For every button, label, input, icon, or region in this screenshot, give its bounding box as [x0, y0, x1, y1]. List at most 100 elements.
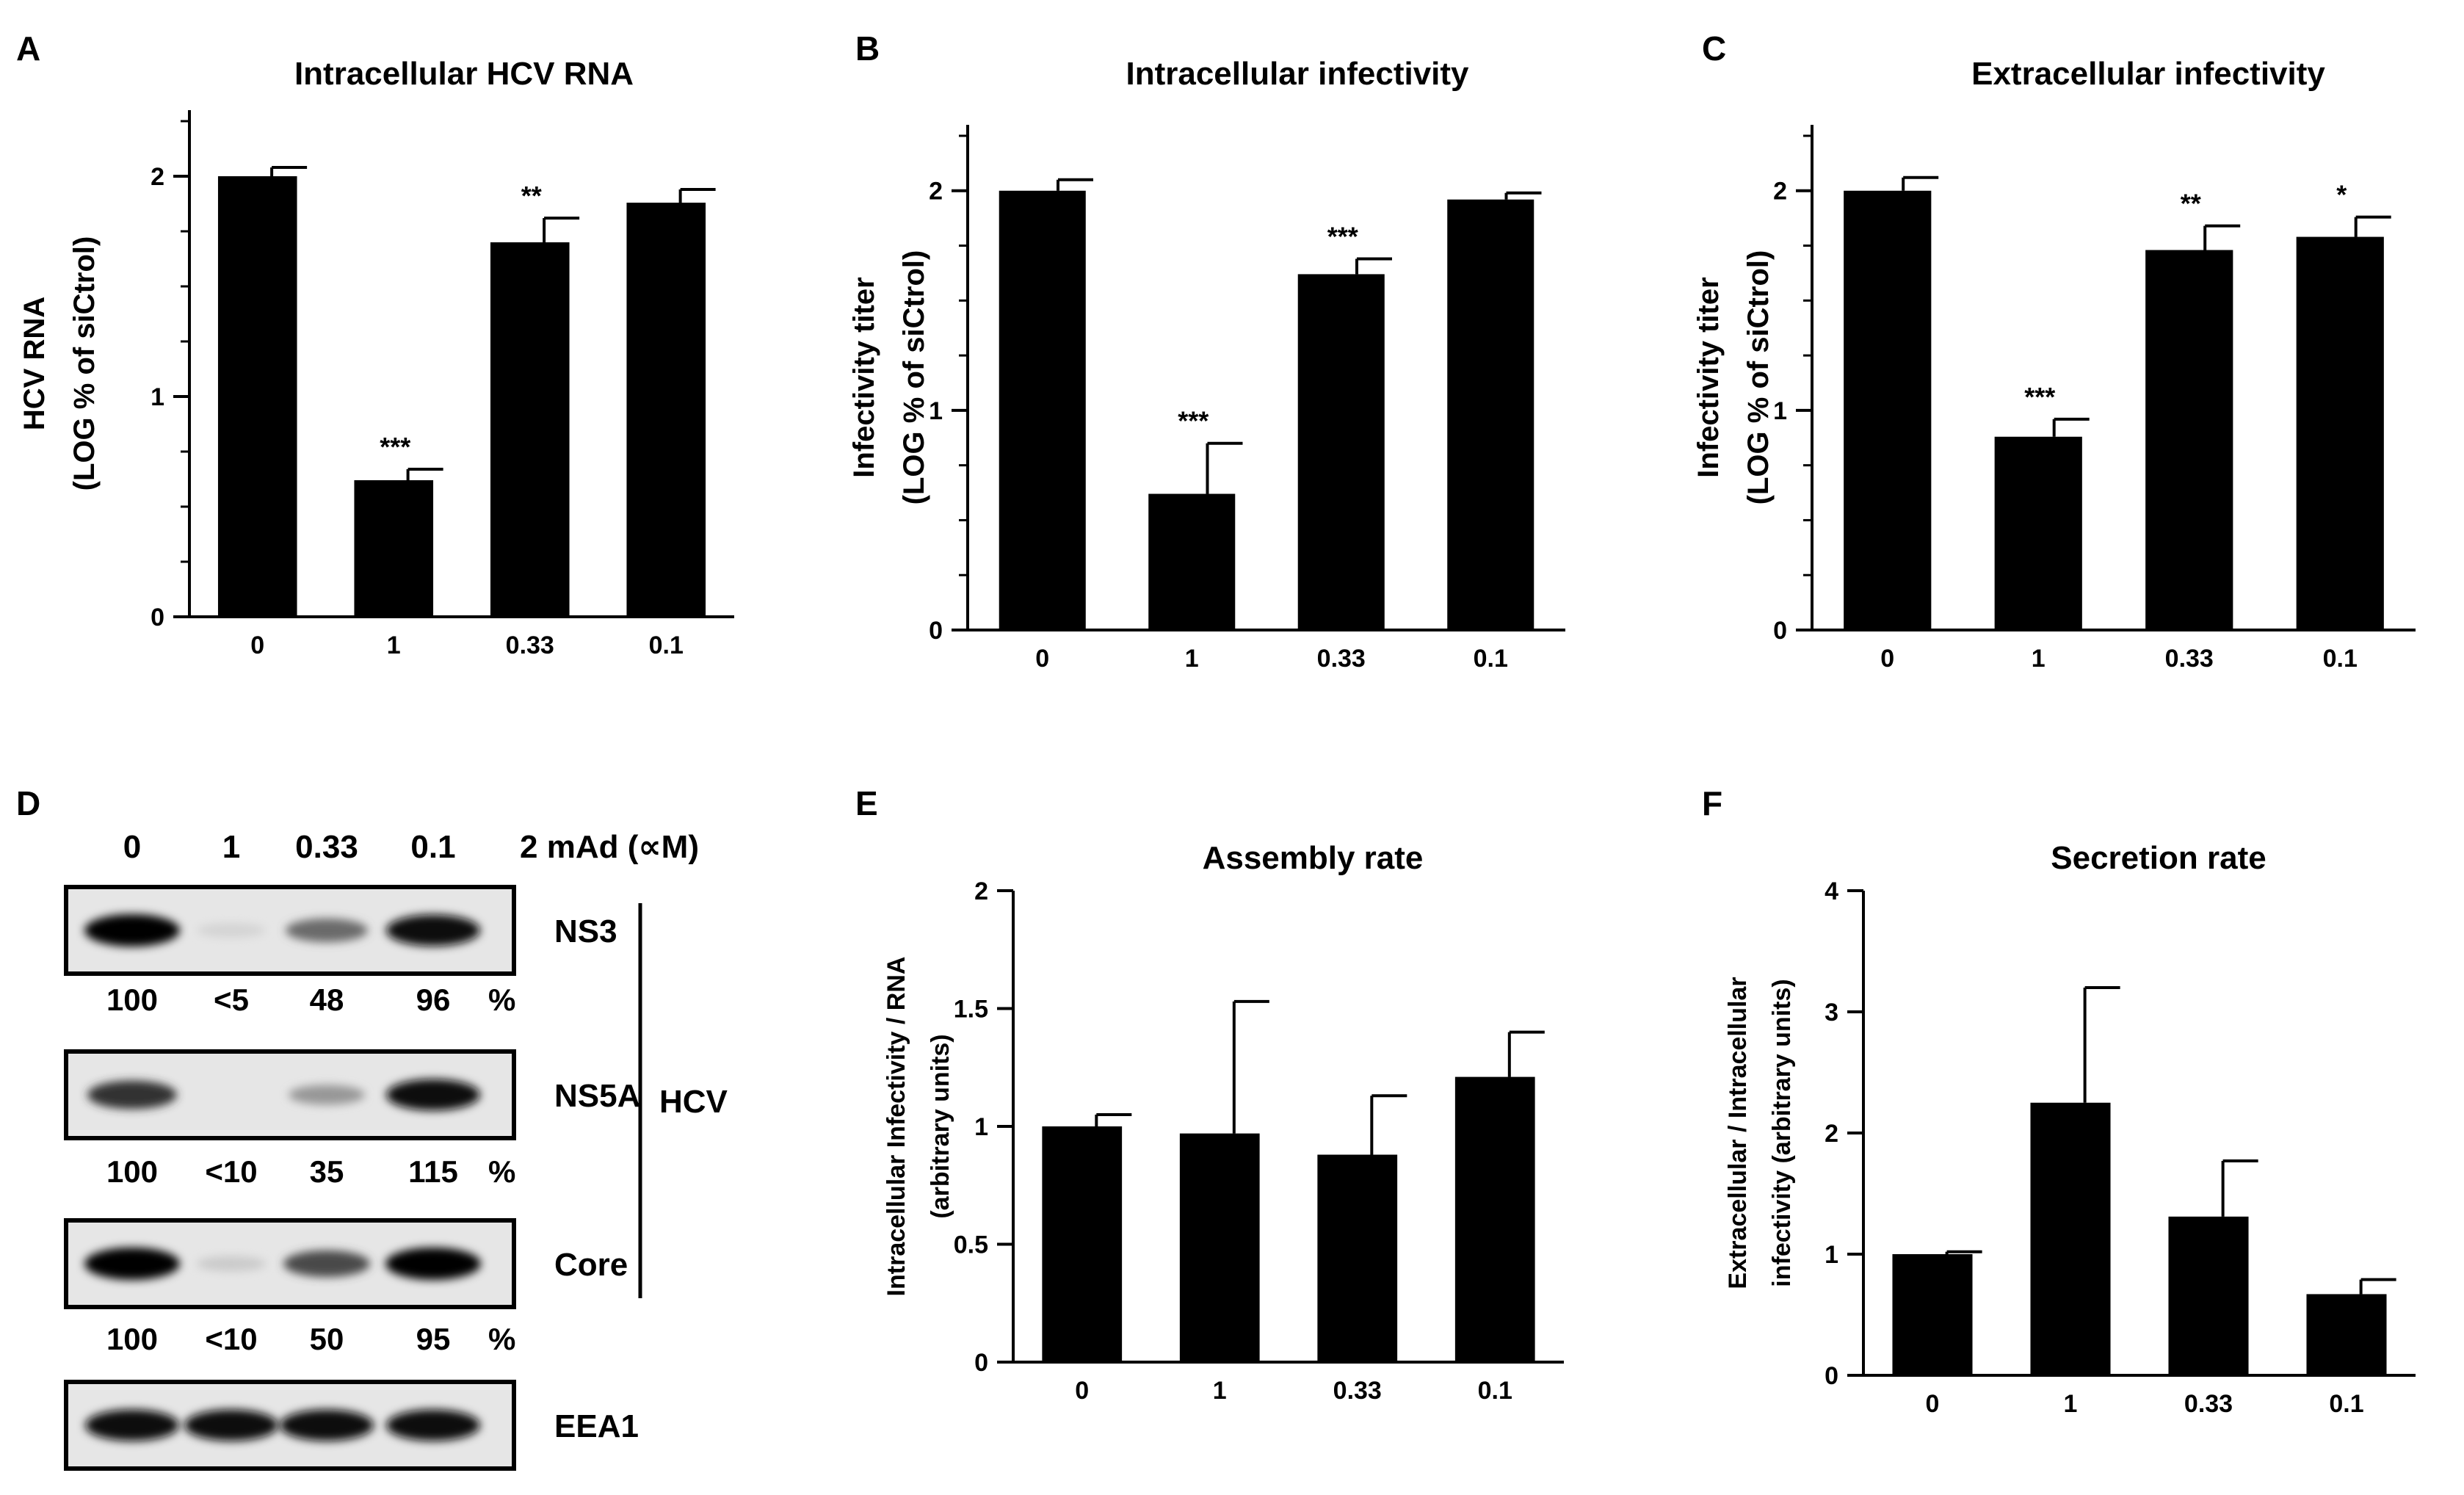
- blot-quant-value: 95: [416, 1322, 451, 1356]
- x-tick-label: 0: [1075, 1377, 1089, 1405]
- bar-1: [1148, 493, 1236, 630]
- bar-0.33: [2168, 1216, 2249, 1375]
- bar-1: [1994, 436, 2082, 630]
- significance-marker: ***: [1178, 406, 1209, 436]
- bar-0.33: [1297, 274, 1385, 630]
- y-axis-label-line-1: Intracellular Infectivity / RNA: [883, 957, 910, 1297]
- bar-1: [354, 480, 434, 617]
- y-tick-label: 4: [1825, 877, 1838, 905]
- y-tick-label: 2: [1773, 178, 1787, 206]
- x-tick-label: 0.1: [2329, 1390, 2363, 1418]
- western-blot-panel-d: 0 1 0.33 0.1 2 mAd (∝M) NS3 100 <5 48 96 % NS5A 100 <…: [64, 829, 728, 1471]
- y-axis-label-line-1: HCV RNA: [18, 297, 51, 430]
- blot-band: [197, 922, 266, 938]
- y-axis-label-line-2: (LOG % of siCtrol): [68, 236, 101, 491]
- chart-title: Assembly rate: [1203, 840, 1424, 876]
- significance-marker: **: [521, 181, 542, 211]
- y-axis-label-line-2: (LOG % of siCtrol): [1742, 250, 1775, 505]
- y-tick-label: 0: [151, 604, 164, 631]
- y-tick-label: 2: [929, 178, 943, 206]
- blot-band: [386, 1079, 480, 1111]
- significance-marker: ***: [380, 432, 410, 462]
- blot-quant-value: <10: [205, 1154, 257, 1189]
- x-tick-label: 0.1: [1474, 645, 1508, 673]
- blot-quant-value: <5: [214, 982, 249, 1017]
- blot-lane-header: 0.1: [410, 829, 455, 865]
- significance-marker: *: [2336, 180, 2347, 210]
- hcv-group-label: HCV: [659, 1084, 728, 1120]
- chart-panel-c: Extracellular infectivity Infectivity tit…: [1692, 56, 2416, 673]
- chart-panel-f: Secretion rate Extracellular / Intracellu…: [1724, 840, 2416, 1418]
- blot-quant-unit: %: [488, 1154, 515, 1189]
- y-tick-label: 2: [151, 163, 164, 191]
- bar-0: [1892, 1254, 1973, 1375]
- y-axis-label-line-1: Infectivity titer: [1692, 277, 1725, 477]
- blot-lane-header: 0.33: [295, 829, 358, 865]
- x-tick-label: 0.1: [1478, 1377, 1512, 1405]
- blot-quant-value: 48: [310, 982, 344, 1017]
- significance-marker: **: [2181, 189, 2201, 219]
- y-tick-label: 2: [974, 877, 988, 905]
- blot-band: [85, 1409, 179, 1441]
- panel-letter-f: F: [1702, 784, 1722, 822]
- chart-panel-e: Assembly rate Intracellular Infectivity /…: [883, 840, 1564, 1405]
- y-tick-label: 1: [974, 1113, 988, 1141]
- x-tick-label: 1: [2032, 645, 2046, 673]
- y-axis-label-line-2: (arbitrary units): [927, 1034, 954, 1218]
- bar-0: [1844, 190, 1932, 630]
- blot-band: [286, 918, 368, 943]
- bar-0: [999, 190, 1086, 630]
- blot-band: [280, 1409, 374, 1441]
- chart-title: Intracellular HCV RNA: [294, 56, 634, 92]
- y-tick-label: 0: [1773, 617, 1787, 645]
- x-tick-label: 0.33: [2184, 1390, 2233, 1418]
- chart-panel-b: Intracellular infectivity Infectivity tit…: [848, 56, 1565, 673]
- x-tick-label: 0.33: [506, 631, 554, 659]
- y-tick-label: 3: [1825, 999, 1838, 1027]
- panel-letter-d: D: [16, 784, 40, 822]
- x-tick-label: 1: [1185, 645, 1199, 673]
- blot-quant-value: 50: [310, 1322, 344, 1356]
- chart-title: Secretion rate: [2051, 840, 2266, 876]
- blot-quant-value: <10: [205, 1322, 257, 1356]
- x-tick-label: 0.1: [2323, 645, 2358, 673]
- bar-0: [1042, 1126, 1123, 1362]
- y-axis-label-line-1: Extracellular / Intracellular: [1724, 977, 1752, 1289]
- blot-band: [386, 914, 480, 946]
- bar-1: [1179, 1133, 1260, 1362]
- bar-0.33: [2145, 250, 2233, 630]
- panel-letter-c: C: [1702, 29, 1726, 68]
- y-tick-label: 1: [1825, 1241, 1838, 1269]
- y-axis-label-line-2: infectivity (arbitrary units): [1768, 979, 1796, 1286]
- blot-band: [386, 1409, 480, 1441]
- blot-quant-value: 96: [416, 982, 451, 1017]
- chart-panel-a: Intracellular HCV RNA HCV RNA (LOG % of si…: [18, 56, 734, 659]
- y-tick-label: 2: [1825, 1120, 1838, 1148]
- blot-band: [196, 1256, 267, 1272]
- blot-protein-label: NS3: [554, 913, 617, 949]
- bar-0.33: [1317, 1154, 1398, 1362]
- blot-band: [84, 914, 180, 946]
- y-tick-label: 0: [929, 617, 943, 645]
- x-tick-label: 0.33: [1333, 1377, 1382, 1405]
- y-tick-label: 1: [929, 397, 943, 425]
- blot-quant-value: 100: [106, 1322, 158, 1356]
- blot-protein-label: NS5A: [554, 1078, 640, 1114]
- blot-band: [84, 1248, 180, 1280]
- significance-marker: ***: [1327, 221, 1358, 251]
- x-tick-label: 0: [250, 631, 264, 659]
- significance-marker: ***: [2024, 382, 2055, 412]
- x-tick-label: 1: [1213, 1377, 1227, 1405]
- blot-band: [184, 1409, 278, 1441]
- chart-title: Extracellular infectivity: [1971, 56, 2325, 92]
- y-tick-label: 1.5: [954, 996, 988, 1024]
- panel-letter-a: A: [16, 29, 40, 68]
- blot-quant-unit: %: [488, 1322, 515, 1356]
- x-tick-label: 1: [387, 631, 401, 659]
- bar-0.1: [626, 203, 706, 617]
- blot-quant-value: 100: [106, 1154, 158, 1189]
- bar-0.1: [2296, 236, 2384, 630]
- blot-band: [87, 1080, 177, 1110]
- blot-band: [289, 1085, 365, 1105]
- y-axis-label-line-1: Infectivity titer: [848, 277, 880, 477]
